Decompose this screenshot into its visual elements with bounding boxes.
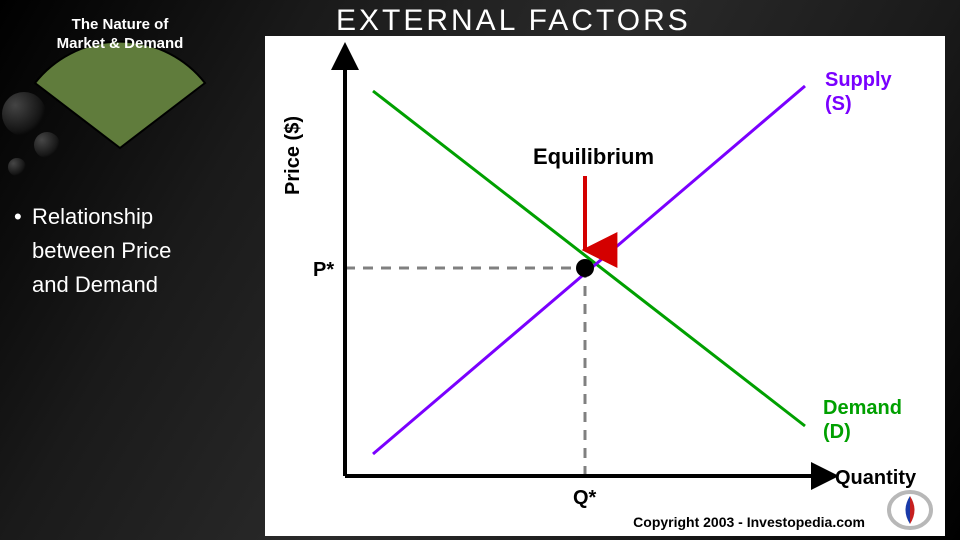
supply-demand-chart: Price ($) Quantity P* Q* Equilibrium Sup…	[265, 36, 945, 536]
bullet-block: • Relationship between Price and Demand	[14, 200, 234, 302]
investopedia-logo-icon	[887, 490, 933, 530]
badge-line2: Market & Demand	[20, 35, 220, 54]
x-axis-label: Quantity	[835, 467, 917, 489]
demand-label-2: (D)	[823, 421, 851, 443]
p-star-label: P*	[313, 259, 334, 281]
supply-label-2: (S)	[825, 93, 852, 115]
bg-bubble	[8, 158, 26, 176]
y-axis-label: Price ($)	[282, 116, 304, 195]
badge-line1: The Nature of	[20, 16, 220, 35]
bullet-line3: and Demand	[14, 268, 234, 302]
copyright-text: Copyright 2003 - Investopedia.com	[633, 514, 865, 530]
q-star-label: Q*	[573, 487, 597, 509]
equilibrium-label: Equilibrium	[533, 144, 654, 169]
supply-label-1: Supply	[825, 69, 893, 91]
bullet-marker: •	[14, 200, 32, 234]
bullet-line1: Relationship	[32, 200, 234, 234]
equilibrium-point	[576, 259, 594, 277]
badge: The Nature of Market & Demand	[20, 0, 220, 156]
page-title: EXTERNAL FACTORS	[336, 4, 691, 38]
bullet-line2: between Price	[14, 234, 234, 268]
badge-shape	[35, 42, 205, 148]
demand-label-1: Demand	[823, 397, 902, 419]
